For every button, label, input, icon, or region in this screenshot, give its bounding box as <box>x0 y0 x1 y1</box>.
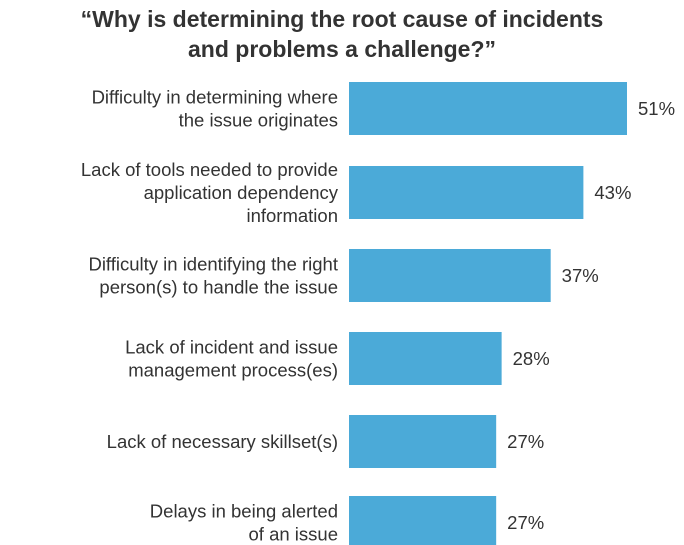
category-label-5-line-0: Delays in being alerted <box>150 501 338 522</box>
category-label-0-line-0: Difficulty in determining where <box>92 87 338 108</box>
category-label-2-line-1: person(s) to handle the issue <box>99 277 338 298</box>
data-label-4: 27% <box>507 431 544 452</box>
category-label-1-line-1: application dependency <box>144 182 339 203</box>
data-label-3: 28% <box>513 348 550 369</box>
category-label-3-line-1: management process(es) <box>128 360 338 381</box>
category-label-4-line-0: Lack of necessary skillset(s) <box>107 431 338 452</box>
category-label-3: Lack of incident and issue management pro… <box>125 337 338 381</box>
category-label-4: Lack of necessary skillset(s) <box>107 431 338 452</box>
bar-5 <box>349 496 497 545</box>
category-label-0-line-1: the issue originates <box>179 110 338 131</box>
category-label-0: Difficulty in determining where the issue… <box>92 87 338 131</box>
category-label-1-line-2: information <box>246 205 338 226</box>
category-label-1: Lack of tools needed to provide applicati… <box>81 159 339 226</box>
bar-1 <box>349 166 584 219</box>
category-label-2-line-0: Difficulty in identifying the right <box>88 254 338 275</box>
data-label-5: 27% <box>507 512 544 533</box>
chart-title: “Why is determining the root cause of in… <box>0 4 684 64</box>
bar-2 <box>349 249 551 302</box>
category-label-5: Delays in being alerted of an issue <box>150 501 338 545</box>
category-label-2: Difficulty in identifying the right perso… <box>88 254 338 298</box>
category-label-3-line-0: Lack of incident and issue <box>125 337 338 358</box>
bar-3 <box>349 332 502 385</box>
data-label-1: 43% <box>594 182 631 203</box>
chart-title-line-1: “Why is determining the root cause of in… <box>80 6 604 32</box>
bar-4 <box>349 415 497 468</box>
category-label-5-line-1: of an issue <box>249 524 338 545</box>
chart-title-line-2: and problems a challenge?” <box>187 36 497 62</box>
data-label-2: 37% <box>562 265 599 286</box>
bar-0 <box>349 82 627 135</box>
data-label-0: 51% <box>638 98 675 119</box>
category-label-1-line-0: Lack of tools needed to provide <box>81 159 338 180</box>
